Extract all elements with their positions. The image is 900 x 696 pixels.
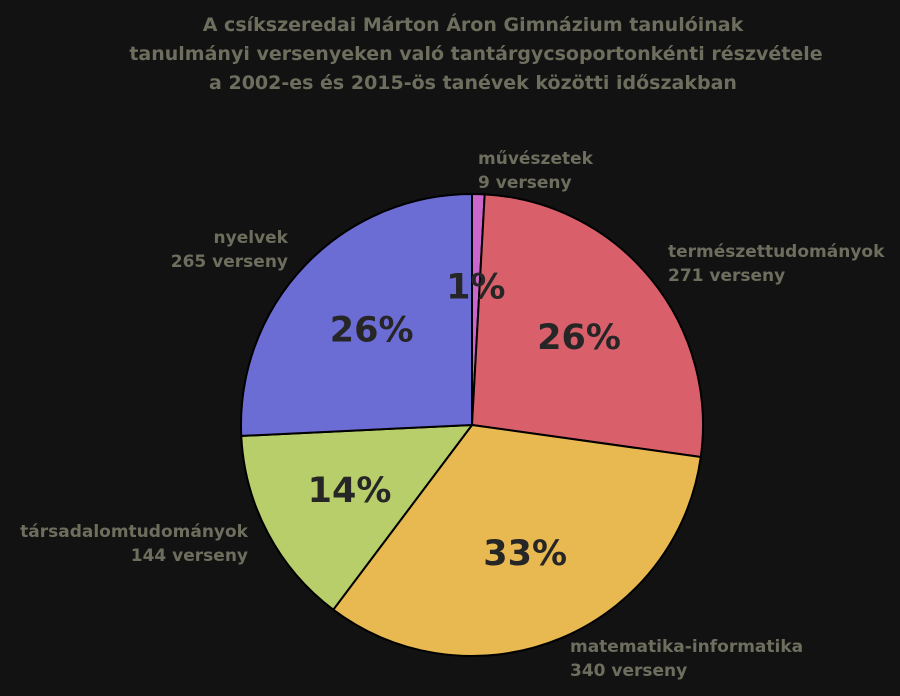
slice-name-matematika-informatika: matematika-informatika <box>570 637 803 657</box>
slice-value-nyelvek: 265 verseny <box>171 252 288 272</box>
slice-name-termeszettudomanyok: természettudományok <box>668 242 885 262</box>
percent-label-matematika-informatika: 33% <box>483 534 567 574</box>
percent-label-tarsadalomtudomanyok: 14% <box>308 471 392 511</box>
slice-name-tarsadalomtudomanyok: társadalomtudományok <box>20 522 249 542</box>
slice-value-matematika-informatika: 340 verseny <box>570 661 687 681</box>
percent-label-termeszettudomanyok: 26% <box>537 318 621 358</box>
pie-slice-nyelvek <box>240 192 473 437</box>
slice-labels: művészetek 9 verseny természettudományok 27… <box>20 149 885 681</box>
pie-slice-termeszettudomanyok <box>470 193 704 459</box>
chart-title: A csíkszeredai Márton Áron Gimnázium tan… <box>129 13 822 94</box>
pie-slice-tarsadalomtudomanyok <box>240 423 475 612</box>
slice-value-termeszettudomanyok: 271 verseny <box>668 266 785 286</box>
percent-label-nyelvek: 26% <box>330 310 414 350</box>
pie-slices <box>240 192 704 657</box>
chart-title-line-3: a 2002-es és 2015-ös tanévek közötti idő… <box>209 72 737 94</box>
percent-label-muveszetek: 1% <box>446 268 505 308</box>
chart-title-line-1: A csíkszeredai Márton Áron Gimnázium tan… <box>203 13 744 36</box>
pie-slice-matematika-informatika <box>331 423 702 657</box>
slice-name-muveszetek: művészetek <box>478 149 594 169</box>
slice-name-nyelvek: nyelvek <box>214 228 289 248</box>
chart-title-line-2: tanulmányi versenyeken való tantárgycsop… <box>129 43 822 65</box>
slice-value-muveszetek: 9 verseny <box>478 173 572 193</box>
slice-value-tarsadalomtudomanyok: 144 verseny <box>131 546 248 566</box>
percent-labels: 1% 26% 33% 14% 26% <box>308 268 621 575</box>
